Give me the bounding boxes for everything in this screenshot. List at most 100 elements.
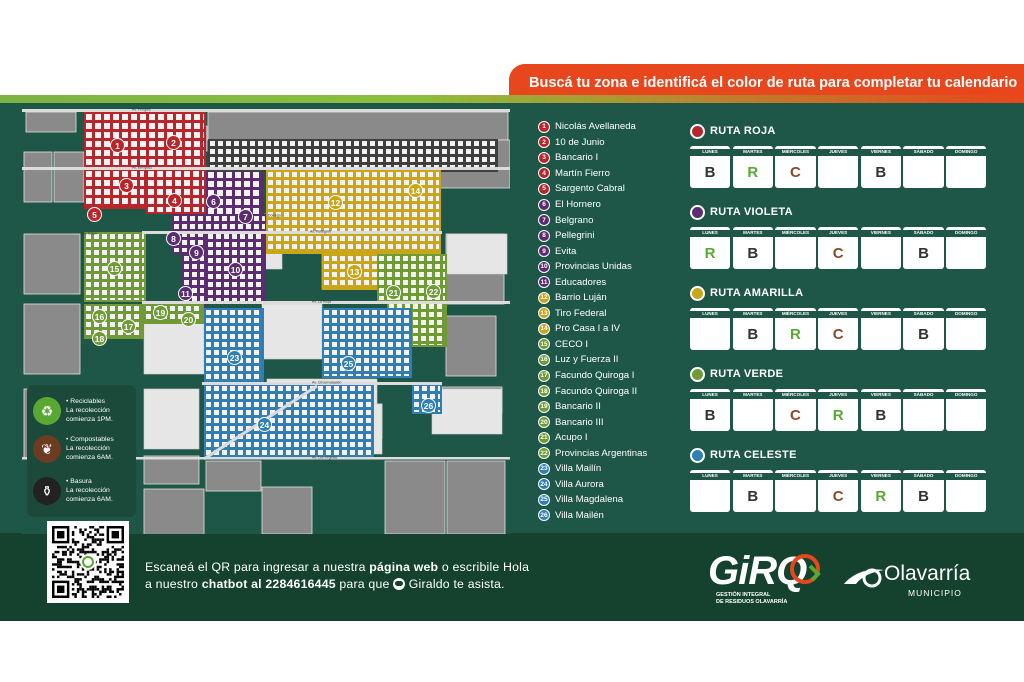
gray-block (261, 486, 313, 534)
zone-name: Bancario III (555, 416, 604, 428)
day-name: Lunes (690, 308, 731, 320)
zone-name: Nicolás Avellaneda (555, 121, 636, 133)
gray-block (205, 460, 262, 492)
gray-block (23, 303, 81, 375)
day-cell: Viernes (860, 227, 901, 269)
day-cell: Miércoles (775, 470, 816, 512)
zone-item-19: 19 Bancario II (538, 399, 688, 415)
giraldo-icon (393, 578, 406, 590)
zone-marker-22: 22 (426, 284, 441, 299)
zone-number: 1 (538, 120, 550, 133)
zone-name: Bancario II (555, 401, 601, 413)
route-color-dot (690, 366, 705, 382)
leaf-icon: ❦ (33, 435, 61, 463)
zone-marker-5: 5 (87, 207, 102, 222)
day-collection-type: R (875, 487, 887, 505)
header-stripe (0, 95, 1024, 103)
day-collection-type: B (918, 244, 929, 262)
day-name: Lunes (690, 389, 731, 401)
day-name: Domingo (946, 470, 987, 482)
route-zone (266, 170, 441, 254)
zone-name: Evita (555, 245, 577, 257)
day-cell: Domingo (946, 227, 987, 269)
zone-number: 13 (538, 307, 550, 320)
zone-item-15: 15 CECO I (538, 337, 688, 353)
day-collection-type (690, 482, 730, 510)
zone-name: Belgrano (555, 214, 594, 226)
day-cell: Domingo (946, 146, 987, 188)
zone-item-14: 14 Pro Casa I a IV (538, 321, 688, 337)
day-name: Sábado (903, 146, 944, 158)
gray-block (53, 151, 85, 203)
day-name: Jueves (818, 146, 859, 158)
zone-marker-10: 10 (228, 262, 243, 277)
chatbot-phone[interactable]: chatbot al 2284616445 (201, 577, 336, 591)
zone-number: 5 (538, 182, 550, 195)
zone-name: Acupo I (555, 432, 588, 444)
day-cell: Sábado B (903, 470, 944, 512)
legend-text: • Basura La recolección comienza 6AM. (66, 478, 113, 504)
street-label: Av. Pellegrini (310, 230, 331, 234)
route-block: RUTA VIOLETA Lunes R Martes B Miércoles Jueves… (690, 203, 990, 284)
zone-name: 10 de Junio (555, 136, 605, 148)
day-name: Viernes (860, 389, 901, 401)
day-cell: Sábado (903, 146, 944, 188)
zone-number: 6 (538, 198, 550, 211)
gray-block (143, 488, 205, 534)
zone-item-6: 6 El Hornero (538, 197, 688, 213)
waste-legend: ♻ • Reciclables La recolección comienza 1PM… (27, 385, 136, 517)
giro-sub-1: GESTIÓN INTEGRAL (716, 592, 771, 598)
day-cell: Martes B (732, 470, 773, 512)
day-cell: Viernes B (860, 389, 901, 431)
day-cell: Jueves C (818, 470, 859, 512)
zone-item-7: 7 Belgrano (538, 212, 688, 228)
day-cell: Jueves (818, 146, 859, 188)
zone-name: Bancario I (555, 152, 599, 164)
zone-marker-11: 11 (178, 286, 193, 301)
zone-number: 20 (538, 416, 550, 429)
zone-item-18: 18 Facundo Quiroga II (538, 383, 688, 399)
zone-marker-24: 24 (257, 417, 272, 432)
zone-name: Villa Mailín (555, 463, 602, 475)
footer-message: Escaneá el QR para ingresar a nuestra pá… (145, 559, 615, 593)
day-collection-type (733, 401, 773, 429)
avenue (22, 167, 510, 170)
footer-text-5: Giraldo te asista. (405, 577, 505, 591)
day-collection-type (946, 320, 986, 348)
day-cell: Martes B (732, 308, 773, 350)
zone-number: 16 (538, 353, 550, 366)
legend-item: ❦ • Compostables La recolección comienza 6A… (33, 435, 136, 463)
day-collection-type (775, 239, 815, 267)
zone-marker-2: 2 (166, 135, 181, 150)
day-collection-type: B (747, 244, 759, 262)
zone-marker-3: 3 (119, 178, 134, 193)
qr-code[interactable] (47, 521, 129, 603)
zone-name: Martín Fierro (555, 167, 610, 179)
avenue (22, 457, 510, 460)
day-collection-type (775, 482, 815, 510)
legend-text: • Compostables La recolección comienza 6AM… (66, 436, 114, 462)
web-link[interactable]: página web (369, 560, 439, 574)
municipio-label: MUNICIPIO (908, 588, 962, 598)
zone-number: 23 (538, 462, 550, 475)
legend-item: ⚱ • Basura La recolección comienza 6AM. (33, 477, 136, 505)
day-name: Sábado (903, 470, 944, 482)
day-name: Sábado (903, 227, 944, 239)
zone-name: Barrio Luján (555, 292, 607, 304)
route-title: RUTA CELESTE (710, 449, 797, 461)
zone-number: 19 (538, 400, 550, 413)
day-name: Martes (732, 146, 773, 158)
day-name: Miércoles (775, 389, 816, 401)
day-cell: Lunes B (690, 389, 731, 431)
zone-item-23: 23 Villa Mailín (538, 461, 688, 477)
zone-number: 3 (538, 151, 550, 164)
zone-marker-6: 6 (206, 194, 221, 209)
day-collection-type: R (747, 163, 759, 181)
route-zone (204, 308, 264, 383)
zone-number: 15 (538, 338, 550, 351)
legend-item: ♻ • Reciclables La recolección comienza 1PM… (33, 397, 136, 425)
route-title: RUTA VERDE (710, 368, 784, 380)
route-days: Lunes Martes B Miércoles R Jueves C Viernes Sába… (690, 308, 990, 350)
gray-block (384, 460, 446, 534)
day-cell: Domingo (946, 470, 987, 512)
